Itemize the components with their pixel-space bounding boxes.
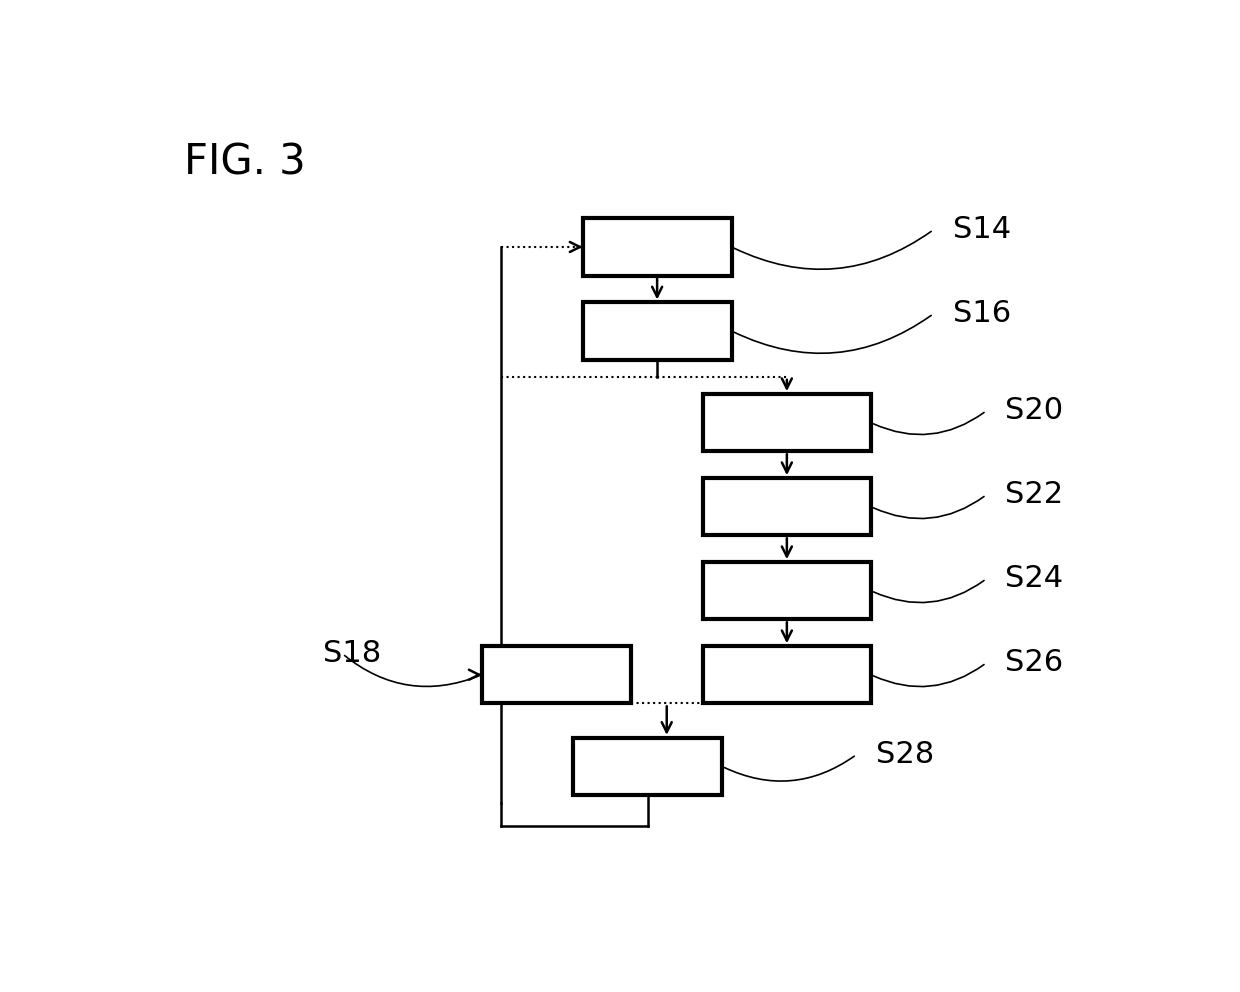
Text: FIG. 3: FIG. 3	[184, 142, 305, 184]
Bar	[583, 303, 732, 360]
Bar	[703, 478, 870, 536]
Text: S28: S28	[875, 740, 934, 769]
Text: S22: S22	[1006, 480, 1064, 509]
Bar	[703, 562, 870, 619]
Text: S14: S14	[952, 215, 1011, 244]
Bar	[573, 738, 722, 795]
Text: S18: S18	[324, 639, 382, 669]
Bar	[481, 646, 631, 703]
Text: S20: S20	[1006, 397, 1064, 426]
Text: S16: S16	[952, 300, 1011, 328]
Bar	[583, 218, 732, 276]
Bar	[703, 646, 870, 703]
Text: S26: S26	[1006, 649, 1064, 678]
Text: S24: S24	[1006, 564, 1064, 593]
Bar	[703, 394, 870, 451]
